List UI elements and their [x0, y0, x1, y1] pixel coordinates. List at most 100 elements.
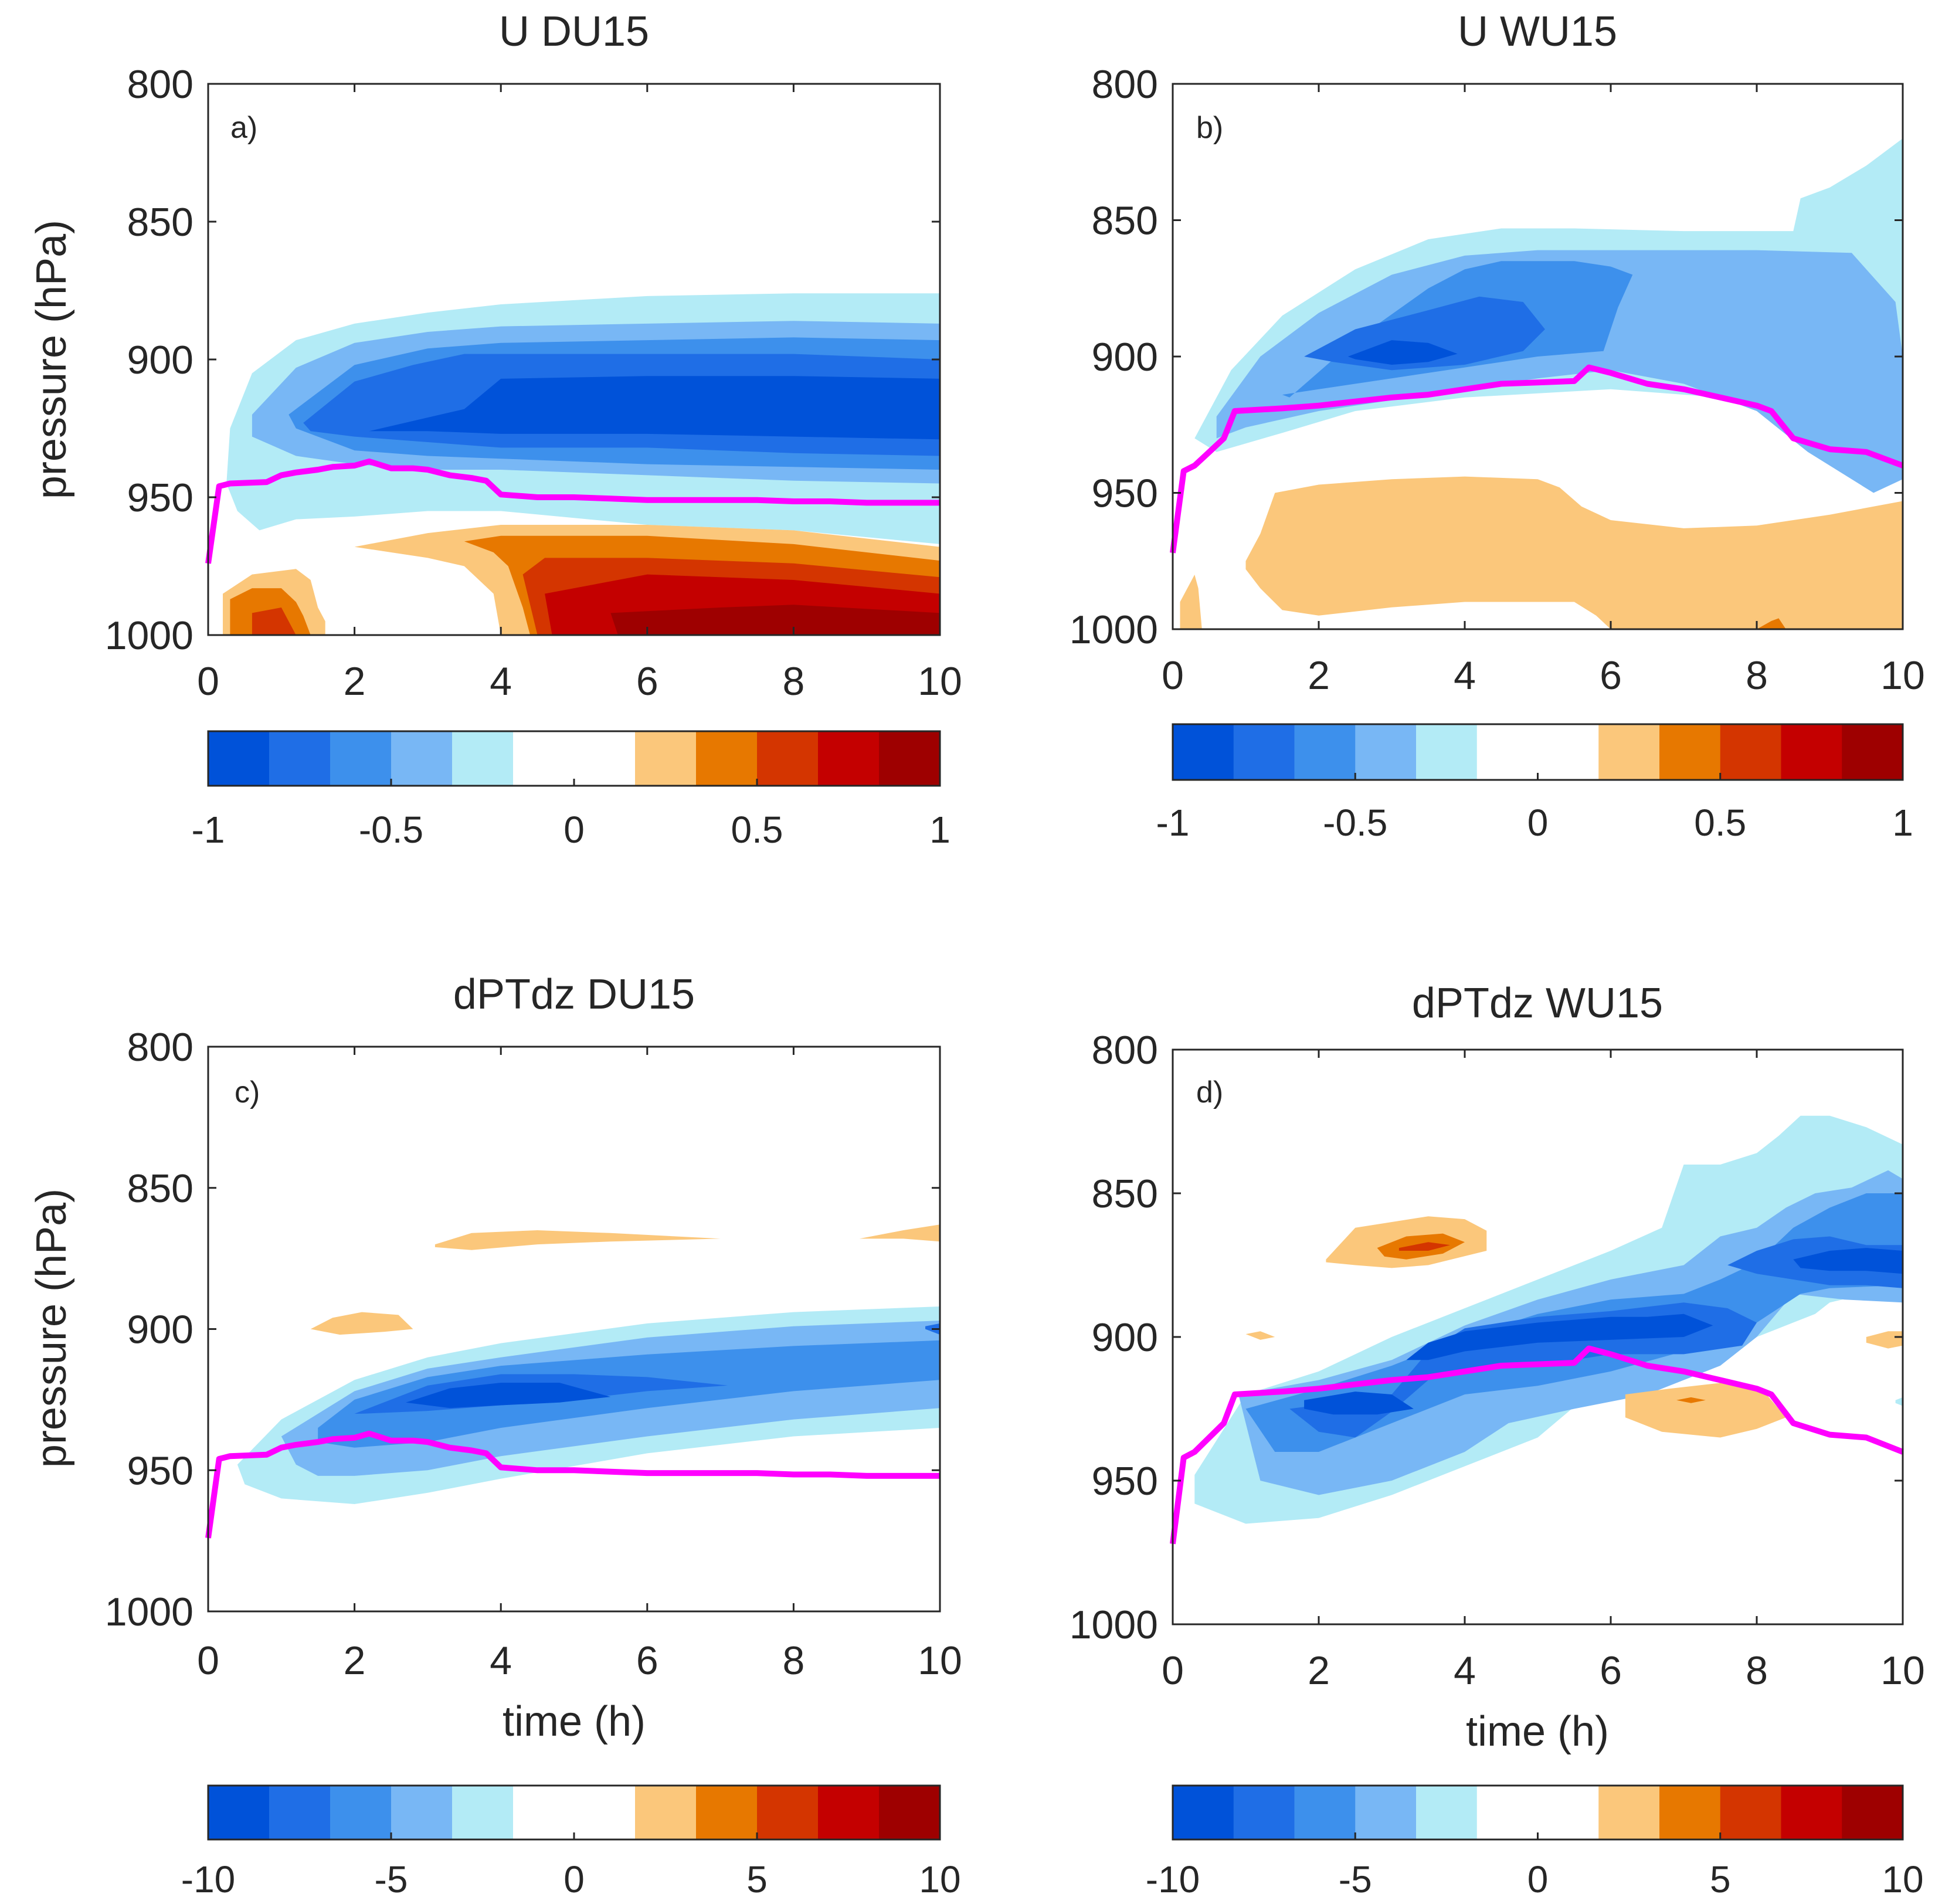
- colorbar-tick-label: -10: [181, 1858, 236, 1900]
- y-tick-label: 800: [127, 1025, 193, 1070]
- colorbar-tick-label: 5: [1710, 1858, 1731, 1900]
- colorbar-tick-label: 0: [1527, 1858, 1549, 1900]
- colorbar-swatch: [635, 1786, 697, 1839]
- colorbar-swatch: [1355, 724, 1417, 780]
- x-tick-label: 4: [490, 659, 512, 704]
- colorbar-tick-label: -1: [192, 809, 225, 851]
- colorbar-tick-label: 0.5: [731, 809, 783, 851]
- contour-region: [1245, 476, 1903, 629]
- colorbar-swatch: [574, 1786, 636, 1839]
- colorbar-tick-label: 1: [1892, 802, 1913, 844]
- colorbar-swatch: [1537, 1786, 1599, 1839]
- colorbar-tick-label: 10: [1882, 1858, 1923, 1900]
- y-tick-label: 1000: [1070, 1603, 1158, 1647]
- y-tick-label: 850: [127, 1166, 193, 1211]
- colorbar-swatch: [391, 1786, 453, 1839]
- panel-a-colorbar: -1 -0.5 0 0.5 1: [192, 730, 950, 851]
- y-tick-label: 900: [127, 338, 193, 382]
- panel-c: dPTdz DU15 c) 800 850 900 950 1000 0 2 4 6 8 10 p…: [28, 971, 962, 1900]
- contour-region: [310, 1312, 413, 1335]
- panel-a-ylabel: pressure (hPa): [28, 220, 75, 499]
- y-tick-label: 850: [1092, 1172, 1158, 1216]
- panel-c-label: c): [235, 1075, 260, 1109]
- colorbar-swatch: [452, 731, 514, 786]
- x-tick-label: 6: [1600, 653, 1622, 698]
- colorbar-tick-label: 0: [1527, 802, 1549, 844]
- colorbar-tick-label: 0: [563, 809, 585, 851]
- x-tick-label: 8: [782, 659, 804, 704]
- contour-region: [610, 605, 940, 635]
- colorbar-swatch: [696, 1786, 758, 1839]
- x-tick-label: 10: [918, 659, 962, 704]
- contour-region: [318, 1340, 940, 1448]
- x-tick-label: 4: [490, 1638, 512, 1683]
- colorbar-swatch: [1233, 1786, 1295, 1839]
- panel-a-label: a): [230, 111, 257, 145]
- colorbar-swatch: [1355, 1786, 1417, 1839]
- contour-region: [1749, 618, 1786, 629]
- x-tick-label: 0: [197, 659, 219, 704]
- colorbar-tick-label: -5: [1339, 1858, 1372, 1900]
- x-tick-label: 6: [636, 659, 658, 704]
- colorbar-swatch: [1842, 1786, 1903, 1839]
- panel-a-x-ticks: 0 2 4 6 8 10: [197, 84, 962, 704]
- y-tick-label: 900: [1092, 1315, 1158, 1360]
- panel-c-mixed-layer-line: [205, 1430, 940, 1539]
- colorbar-swatch: [513, 1786, 575, 1839]
- x-tick-label: 4: [1454, 653, 1476, 698]
- colorbar-swatch: [879, 731, 941, 786]
- colorbar-swatch: [1416, 1786, 1478, 1839]
- y-tick-label: 950: [127, 476, 193, 520]
- colorbar-swatch: [452, 1786, 514, 1839]
- y-tick-label: 800: [127, 62, 193, 107]
- y-tick-label: 1000: [105, 613, 193, 658]
- colorbar-swatch: [1720, 1786, 1782, 1839]
- panel-d-mixed-layer-line: [1170, 1345, 1904, 1545]
- panel-a-title: U DU15: [499, 8, 649, 55]
- colorbar-swatch: [1842, 724, 1903, 780]
- contour-region: [406, 1383, 611, 1409]
- x-tick-label: 8: [782, 1638, 804, 1683]
- colorbar-swatch: [269, 1786, 331, 1839]
- panel-d-y-ticks: 800 850 900 950 1000: [1070, 1028, 1903, 1647]
- contour-region: [1866, 1331, 1903, 1349]
- x-tick-label: 2: [344, 1638, 366, 1683]
- panel-b-label: b): [1196, 111, 1223, 145]
- panel-a-shading: [223, 293, 940, 635]
- contour-region: [859, 1224, 940, 1242]
- colorbar-swatch: [391, 731, 453, 786]
- colorbar-swatch: [1173, 724, 1234, 780]
- contour-region: [369, 376, 940, 440]
- x-tick-label: 10: [918, 1638, 962, 1683]
- colorbar-swatch: [757, 1786, 819, 1839]
- x-tick-label: 8: [1746, 653, 1768, 698]
- colorbar-swatch: [1537, 724, 1599, 780]
- panel-d: dPTdz WU15 d) 800 850 900 950 1000 0 2 4 6 8 10 t…: [1070, 980, 1925, 1900]
- colorbar-swatch: [1781, 1786, 1842, 1839]
- colorbar-swatch: [1476, 724, 1539, 780]
- x-tick-label: 4: [1454, 1648, 1476, 1693]
- contour-region: [1625, 1383, 1786, 1438]
- colorbar-swatch: [1598, 724, 1660, 780]
- contour-region: [1216, 250, 1903, 493]
- panel-b-x-ticks: 0 2 4 6 8 10: [1162, 84, 1925, 698]
- colorbar-swatch: [208, 1786, 270, 1839]
- colorbar-swatch: [757, 731, 819, 786]
- contour-region: [1793, 1248, 1903, 1274]
- panel-d-title: dPTdz WU15: [1412, 980, 1663, 1027]
- panel-a-mixed-layer-line: [205, 458, 940, 564]
- panel-d-colorbar: -10 -5 0 5 10: [1146, 1784, 1924, 1900]
- contour-region: [1406, 1314, 1713, 1360]
- panel-c-x-ticks: 0 2 4 6 8 10: [197, 1047, 962, 1683]
- x-tick-label: 6: [636, 1638, 658, 1683]
- panel-b-colorbar: -1 -0.5 0 0.5 1: [1156, 723, 1913, 844]
- x-tick-label: 8: [1746, 1648, 1768, 1693]
- colorbar-swatch: [1659, 1786, 1721, 1839]
- panel-d-shading: [1194, 1115, 1903, 1524]
- y-tick-label: 900: [127, 1308, 193, 1352]
- y-tick-label: 900: [1092, 335, 1158, 379]
- colorbar-swatch: [574, 731, 636, 786]
- contour-region: [1180, 575, 1202, 629]
